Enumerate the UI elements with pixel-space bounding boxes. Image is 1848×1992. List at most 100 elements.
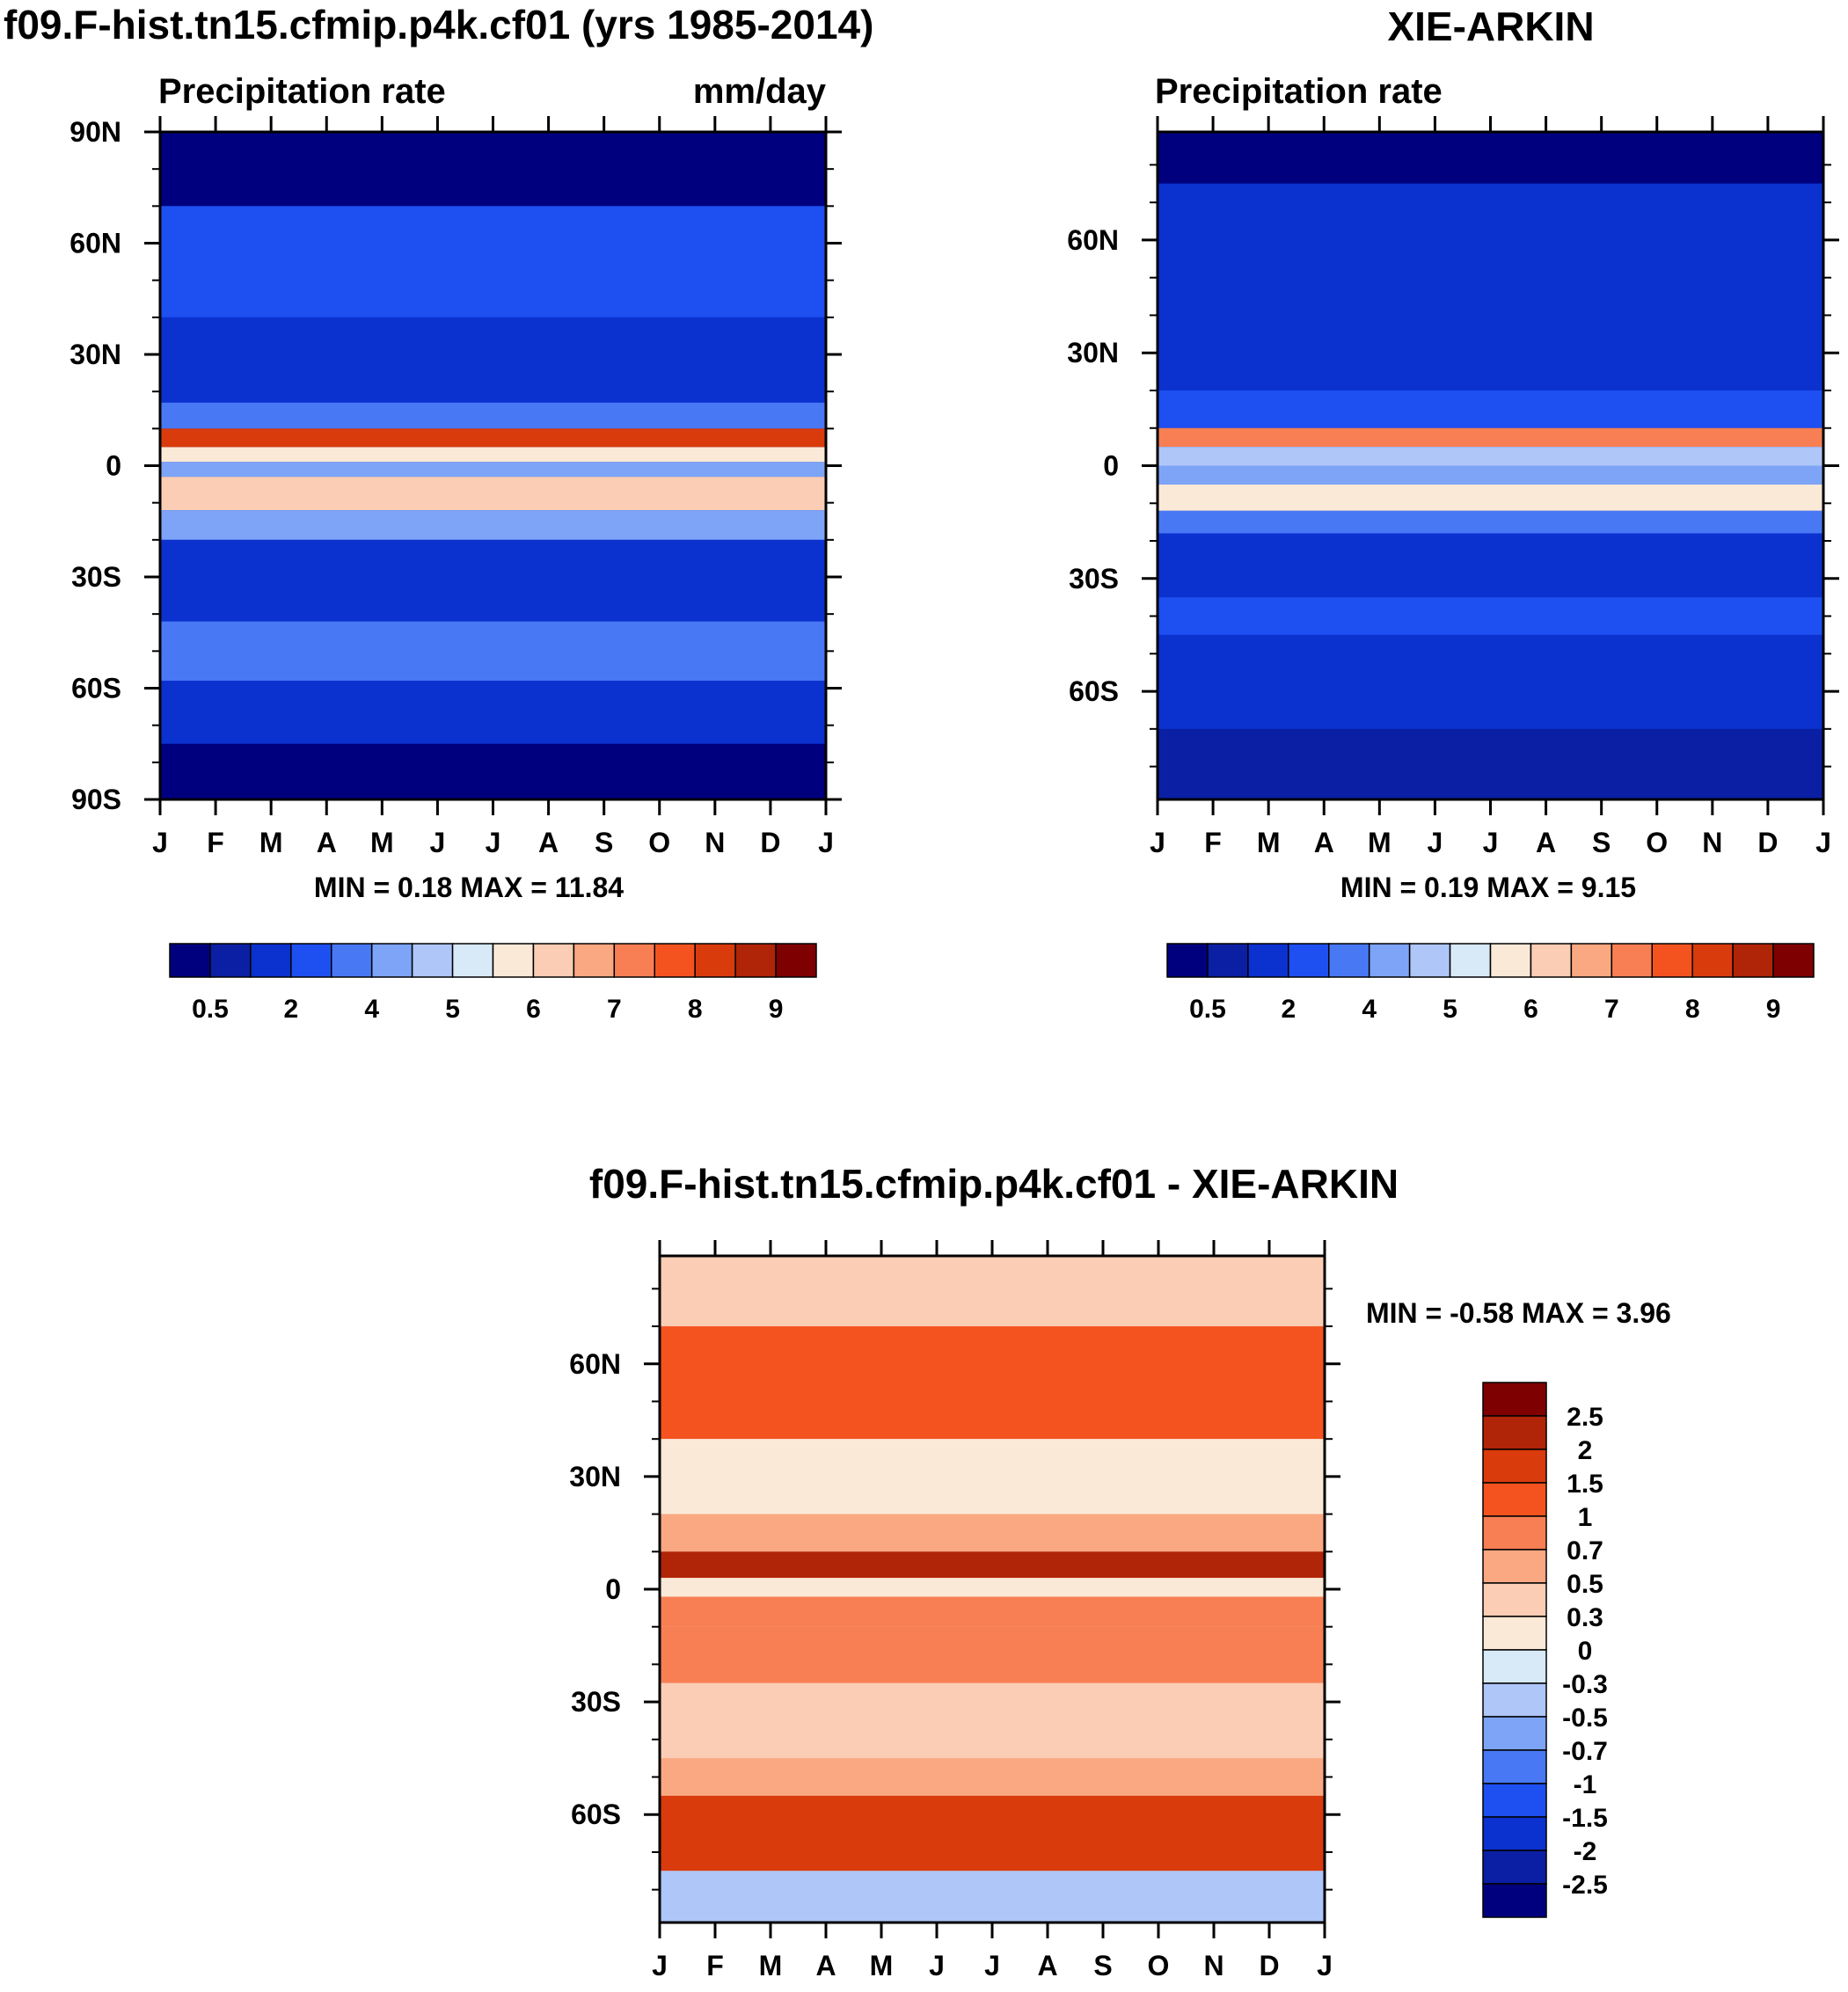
obs-colorbar-cell <box>1247 943 1289 978</box>
model-colorbar-label: 8 <box>688 995 703 1024</box>
obs-y-label: 0 <box>1103 450 1119 482</box>
model-colorbar-cell <box>532 943 575 978</box>
diff-colorbar-cell <box>1482 1749 1547 1784</box>
diff-colorbar-cell <box>1482 1783 1547 1818</box>
model-plot-area <box>160 132 826 799</box>
obs-colorbar-label: 2 <box>1281 995 1296 1024</box>
model-colorbar-cell <box>331 943 373 978</box>
obs-colorbar-cell <box>1732 943 1774 978</box>
diff-x-label: J <box>929 1950 945 1981</box>
diff-y-label: 60N <box>569 1348 621 1380</box>
obs-band <box>1158 465 1823 485</box>
obs-x-label: J <box>1815 827 1831 858</box>
obs-colorbar-cell <box>1489 943 1532 978</box>
obs-colorbar-label: 7 <box>1604 995 1619 1024</box>
model-x-label: A <box>317 827 337 858</box>
diff-band <box>660 1626 1325 1683</box>
model-colorbar-label: 5 <box>445 995 460 1024</box>
diff-x-label: J <box>652 1950 668 1981</box>
obs-colorbar-cell <box>1530 943 1573 978</box>
obs-colorbar-cell <box>1651 943 1693 978</box>
obs-band <box>1158 390 1823 428</box>
model-x-label: J <box>152 827 168 858</box>
diff-band <box>660 1514 1325 1552</box>
diff-colorbar-cell <box>1482 1582 1547 1617</box>
diff-colorbar-label: 2 <box>1578 1436 1593 1465</box>
diff-x-label: N <box>1203 1950 1223 1981</box>
diff-x-label: J <box>1317 1950 1333 1981</box>
model-x-label: D <box>760 827 780 858</box>
model-colorbar-label: 2 <box>283 995 298 1024</box>
obs-band <box>1158 183 1823 297</box>
obs-x-label: N <box>1702 827 1722 858</box>
model-y-label: 60N <box>69 228 121 259</box>
model-x-label: S <box>595 827 613 858</box>
diff-colorbar-cell <box>1482 1850 1547 1885</box>
diff-min-max: MIN = -0.58 MAX = 3.96 <box>1366 1297 1671 1329</box>
model-colorbar-cell <box>209 943 252 978</box>
obs-colorbar: 0.5 2 4 5 6 7 8 9 <box>1166 943 1815 1024</box>
diff-colorbar-label: -2 <box>1574 1837 1597 1866</box>
model-colorbar-cell <box>250 943 292 978</box>
model-left-label: Precipitation rate <box>158 72 446 111</box>
model-colorbar-cell <box>734 943 777 978</box>
obs-colorbar-label: 6 <box>1523 995 1538 1024</box>
diff-band <box>660 1326 1325 1440</box>
diff-band <box>660 1682 1325 1759</box>
diff-y-label: 30S <box>571 1686 621 1718</box>
model-band <box>160 743 826 799</box>
obs-x-label: O <box>1646 827 1668 858</box>
model-y-label: 60S <box>71 673 121 704</box>
obs-x-label: S <box>1592 827 1611 858</box>
model-x-label: A <box>538 827 559 858</box>
diff-band <box>660 1439 1325 1514</box>
diff-axes: J F M A M J J A S O N D J 60N 30N 0 30S 60S <box>569 1240 1340 1981</box>
model-y-label: 0 <box>106 450 121 482</box>
obs-colorbar-cell <box>1288 943 1330 978</box>
model-x-label: J <box>430 827 446 858</box>
diff-y-label: 0 <box>605 1573 621 1605</box>
model-band <box>160 477 826 511</box>
diff-colorbar-cell <box>1482 1382 1547 1417</box>
obs-colorbar-label: 0.5 <box>1189 995 1226 1024</box>
model-colorbar-cell <box>492 943 535 978</box>
model-band <box>160 621 826 682</box>
model-x-label: J <box>486 827 501 858</box>
obs-y-label: 60N <box>1067 224 1119 256</box>
diff-colorbar-label: -0.5 <box>1562 1704 1608 1733</box>
diff-band <box>660 1578 1325 1597</box>
diff-colorbar-cell <box>1482 1616 1547 1651</box>
diff-x-label: S <box>1093 1950 1112 1981</box>
diff-band <box>660 1596 1325 1627</box>
obs-x-label: J <box>1428 827 1443 858</box>
diff-y-label: 30N <box>569 1461 621 1492</box>
diff-colorbar-cell <box>1482 1415 1547 1450</box>
obs-colorbar-label: 5 <box>1443 995 1457 1024</box>
obs-colorbar-cell <box>1611 943 1653 978</box>
obs-x-label: A <box>1536 827 1556 858</box>
model-y-label: 90S <box>71 784 121 815</box>
model-colorbar-cell <box>694 943 736 978</box>
obs-x-label: M <box>1257 827 1281 858</box>
diff-x-label: O <box>1148 1950 1170 1981</box>
diff-band <box>660 1256 1325 1327</box>
diff-x-label: D <box>1259 1950 1279 1981</box>
model-x-label: J <box>818 827 834 858</box>
diff-colorbar-label: 1 <box>1578 1503 1593 1532</box>
obs-colorbar-label: 9 <box>1766 995 1781 1024</box>
obs-band <box>1158 447 1823 466</box>
obs-colorbar-cell <box>1408 943 1451 978</box>
obs-colorbar-cell <box>1570 943 1613 978</box>
diff-colorbar-label: -1 <box>1574 1770 1597 1799</box>
model-colorbar-cell <box>613 943 655 978</box>
diff-x-label: M <box>870 1950 894 1981</box>
diff-colorbar-cell <box>1482 1682 1547 1718</box>
diff-x-label: F <box>706 1950 724 1981</box>
model-x-label: O <box>648 827 670 858</box>
diff-colorbar-label: 0 <box>1578 1637 1593 1666</box>
model-colorbar-cell <box>169 943 211 978</box>
obs-x-label: M <box>1368 827 1391 858</box>
diff-band <box>660 1758 1325 1796</box>
model-colorbar-cell <box>775 943 817 978</box>
obs-y-label: 60S <box>1069 675 1119 707</box>
